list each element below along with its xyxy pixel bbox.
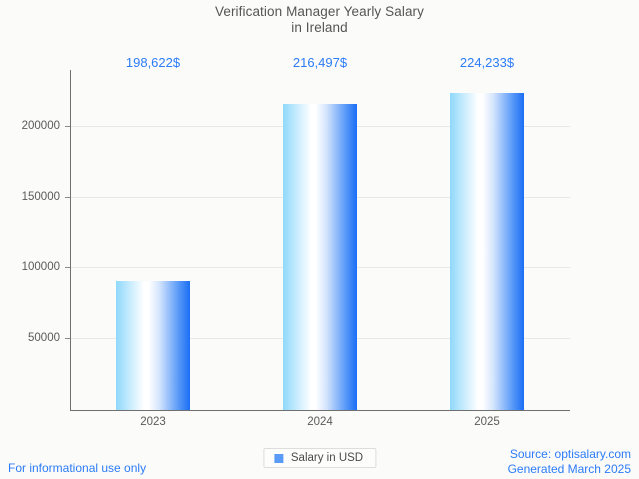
y-axis-tick-label-50000: 50000 bbox=[28, 332, 60, 344]
value-label-2023: 198,622$ bbox=[125, 55, 181, 70]
y-axis-tick-label-200000: 200000 bbox=[21, 120, 60, 132]
legend-swatch-icon bbox=[273, 453, 283, 463]
bar-2024[interactable] bbox=[283, 104, 357, 410]
bar-2023[interactable] bbox=[116, 281, 190, 410]
x-axis-line bbox=[70, 410, 570, 411]
bar-2025[interactable] bbox=[450, 93, 524, 410]
value-label-2025: 224,233$ bbox=[459, 55, 515, 70]
footer-generated: Generated March 2025 bbox=[507, 462, 631, 476]
x-axis-tick-label-2025: 2025 bbox=[474, 416, 500, 428]
plot-area bbox=[71, 70, 570, 410]
footer-source-block: Source: optisalary.com Generated March 2… bbox=[508, 447, 631, 477]
y-axis-tick-mark-50000 bbox=[65, 338, 71, 339]
chart-title-line-2: in Ireland bbox=[291, 20, 348, 35]
chart-legend[interactable]: Salary in USD bbox=[262, 448, 377, 468]
x-axis-tick-label-2024: 2024 bbox=[307, 416, 333, 428]
footer-source: Source: optisalary.com bbox=[509, 447, 631, 461]
y-axis-tick-label-100000: 100000 bbox=[21, 261, 60, 273]
footer-disclaimer: For informational use only bbox=[8, 461, 147, 475]
chart-title: Verification Manager Yearly Salary in Ir… bbox=[0, 4, 639, 36]
chart-title-line-1: Verification Manager Yearly Salary bbox=[214, 4, 425, 19]
x-axis-tick-label-2023: 2023 bbox=[140, 416, 166, 428]
y-axis-tick-label-150000: 150000 bbox=[21, 191, 60, 203]
value-label-2024: 216,497$ bbox=[292, 55, 348, 70]
legend-item-label-salary-in-usd: Salary in USD bbox=[290, 452, 364, 464]
y-axis-tick-mark-200000 bbox=[65, 126, 71, 127]
y-axis-tick-mark-150000 bbox=[65, 197, 71, 198]
y-axis-line bbox=[70, 70, 71, 411]
y-axis-tick-mark-100000 bbox=[65, 267, 71, 268]
